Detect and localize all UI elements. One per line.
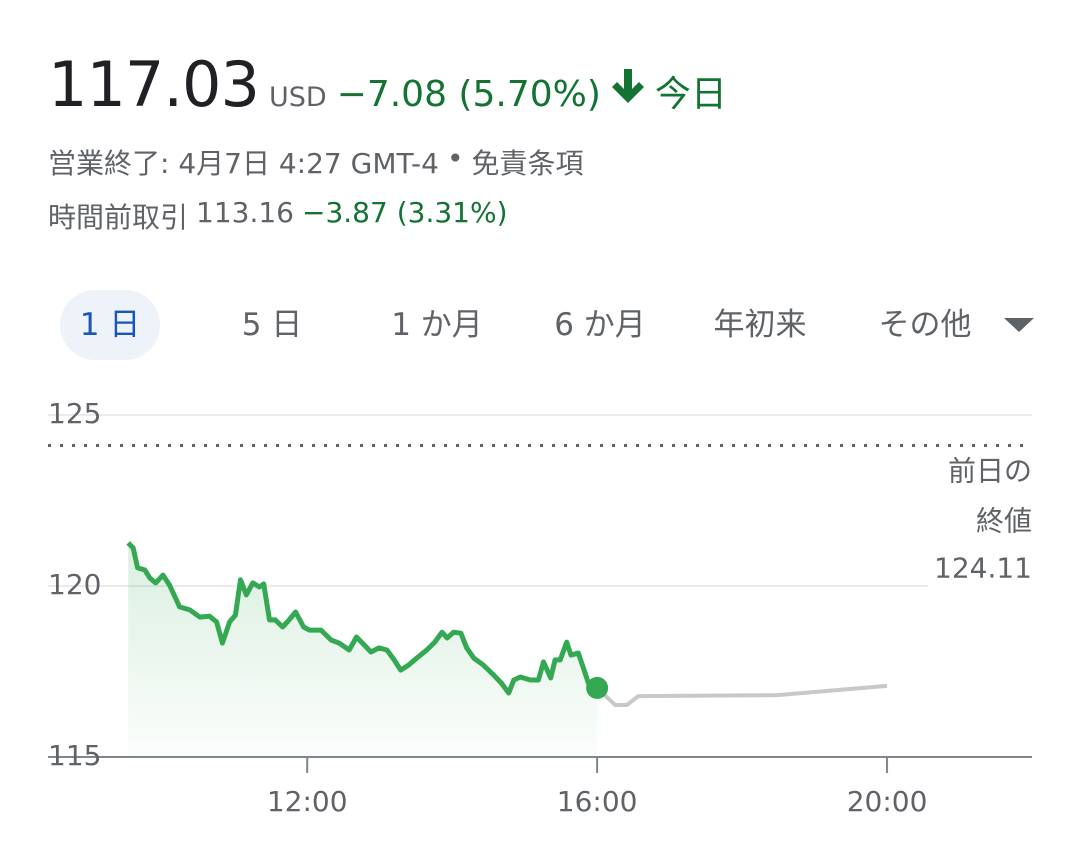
area <box>128 542 598 757</box>
y-tick-label: 125 <box>48 397 101 430</box>
label-bg <box>928 451 1038 598</box>
change: −7.08 (5.70%) <box>336 74 601 115</box>
x-tick-label: 20:00 <box>847 785 928 818</box>
range-tab[interactable]: 6 か月 <box>554 307 646 343</box>
previous-close-label: 前日の <box>948 454 1032 487</box>
premarket-change: −3.87 (3.31%) <box>302 196 508 229</box>
period: 今日 <box>654 74 727 115</box>
premarket-line: 時間前取引 113.16 −3.87 (3.31%) <box>48 196 508 236</box>
x-tick-label: 16:00 <box>557 785 638 818</box>
price-line <box>595 683 888 707</box>
price-line <box>126 541 599 696</box>
range-tab[interactable]: 1 か月 <box>391 307 483 343</box>
range-tabs: 1 日 5 日 1 か月 6 か月 年初来 その他 <box>0 290 1080 360</box>
range-tab[interactable]: 5 日 <box>241 307 303 343</box>
y-tick-label: 115 <box>48 739 101 772</box>
previous-close-value: 124.11 <box>934 551 1032 584</box>
last-point <box>586 676 609 699</box>
range-tab[interactable]: 年初来 <box>713 307 807 343</box>
premarket-label: 時間前取引 <box>48 201 189 234</box>
status-line: 営業終了: 4月7日 4:27 GMT-4 • 免責条項 <box>48 142 583 182</box>
status: 営業終了: 4月7日 4:27 GMT-4 <box>48 147 439 180</box>
down-arrow <box>611 68 644 103</box>
range-tab[interactable]: 1 日 <box>60 290 160 360</box>
range-tab[interactable]: その他 <box>878 307 972 343</box>
quote-line: 117.03 USD −7.08 (5.70%) 今日 <box>48 48 727 121</box>
previous-close-label: 終値 <box>976 504 1032 537</box>
disclaimer-link[interactable]: 免責条項 <box>471 147 584 180</box>
separator: • <box>446 142 464 175</box>
x-tick-label: 12:00 <box>267 785 348 818</box>
price: 117.03 <box>48 48 260 121</box>
dropdown-arrow[interactable] <box>1004 318 1034 334</box>
currency: USD <box>268 82 327 113</box>
y-tick-label: 120 <box>48 568 101 601</box>
premarket-price: 113.16 <box>196 196 294 229</box>
